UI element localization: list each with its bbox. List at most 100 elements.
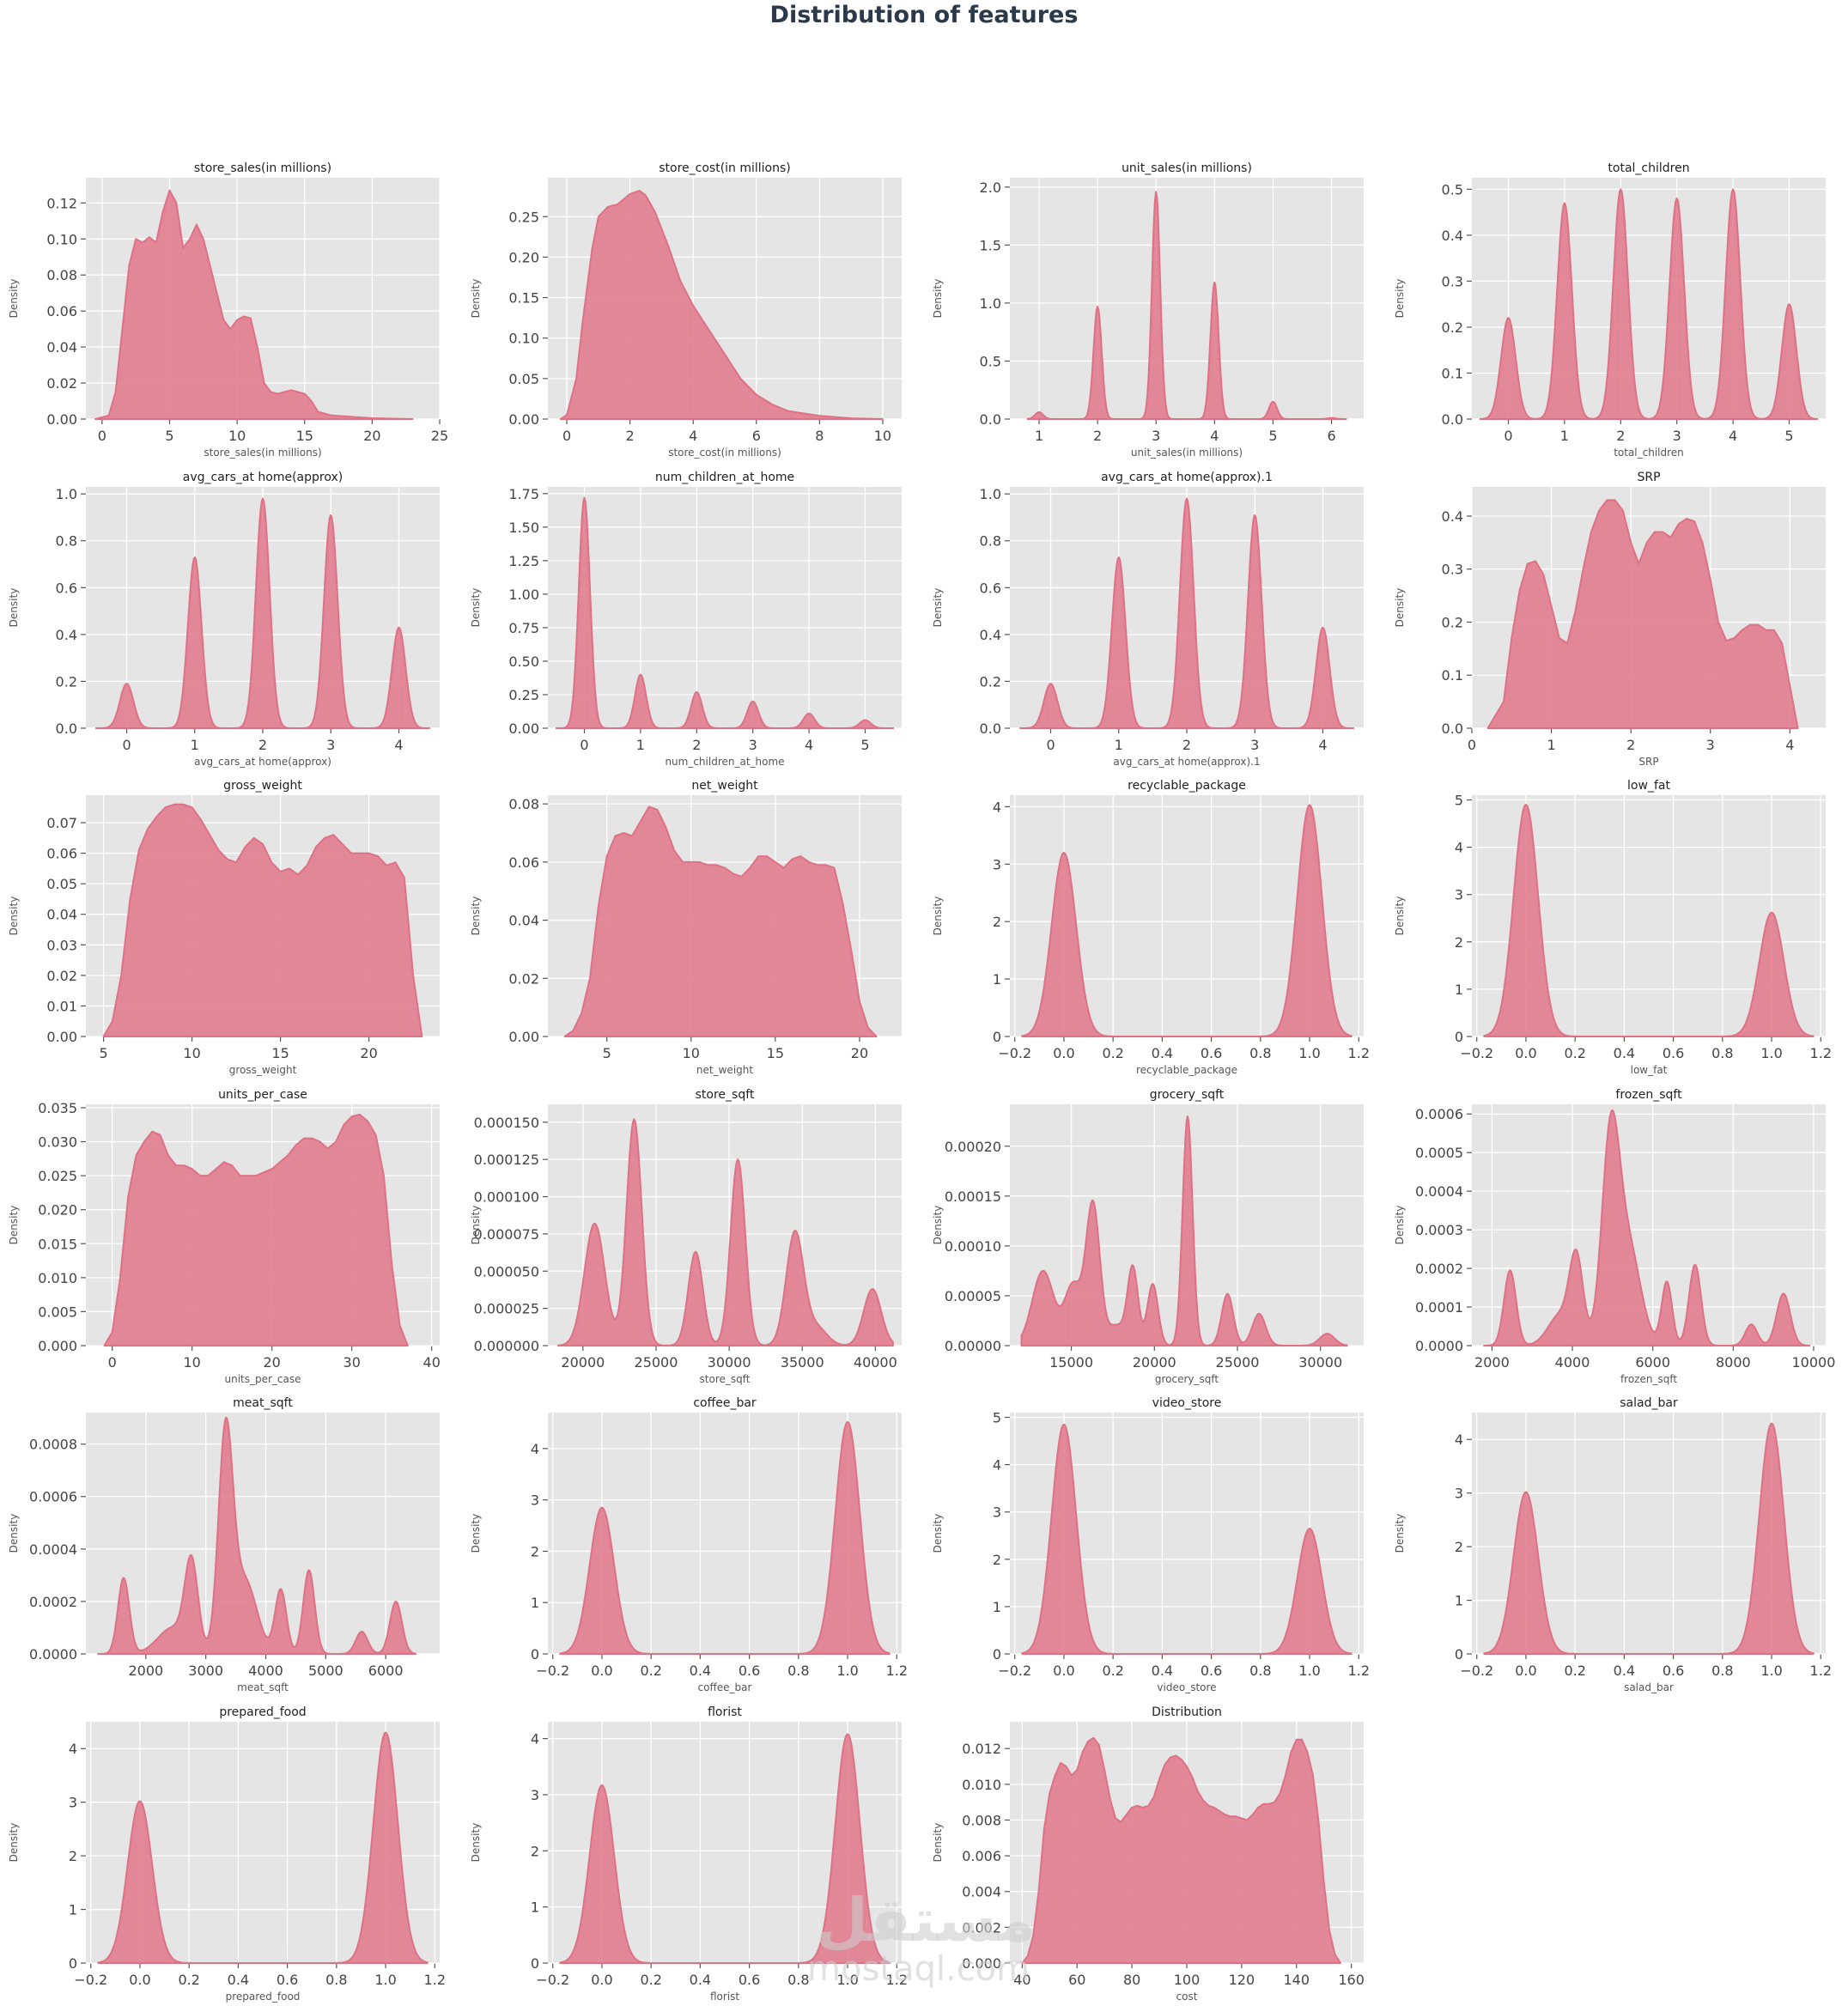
x-axis-label: gross_weight <box>229 1064 297 1076</box>
x-axis-label: avg_cars_at home(approx).1 <box>1113 756 1260 768</box>
x-tick-label: 5 <box>1784 428 1793 444</box>
y-axis-label: Density <box>932 1206 944 1245</box>
x-tick-label: 6 <box>1327 428 1335 444</box>
x-tick-label: 0.6 <box>739 1663 760 1679</box>
density-area <box>1483 1422 1815 1655</box>
x-tick-label: 0.2 <box>1102 1663 1123 1679</box>
x-tick-label: −0.2 <box>1460 1045 1493 1061</box>
x-tick-label: 0 <box>1468 737 1476 753</box>
x-tick-label: 3 <box>1673 428 1681 444</box>
chart-panel: 0 5 10 15 20 25 0.00 0.02 0.04 0.06 0.08 0.10 0.12 st… <box>8 161 448 459</box>
y-tick-label: 0.04 <box>508 913 539 929</box>
x-tick-label: −0.2 <box>74 1972 107 1988</box>
x-tick-label: 1 <box>1560 428 1569 444</box>
x-tick-label: 0.4 <box>690 1972 711 1988</box>
x-tick-label: 0.0 <box>591 1972 612 1988</box>
x-tick-label: 10 <box>183 1045 200 1061</box>
y-tick-label: 2 <box>1455 934 1463 951</box>
density-area <box>1483 804 1815 1037</box>
y-tick-label: 0.05 <box>508 371 539 387</box>
x-tick-label: 1.2 <box>1348 1045 1370 1061</box>
y-axis-label: Density <box>932 279 944 319</box>
x-tick-label: 0.8 <box>1711 1663 1733 1679</box>
density-area <box>1483 1109 1811 1346</box>
panel-title: gross_weight <box>223 779 302 793</box>
density-area <box>1026 191 1347 420</box>
x-tick-label: 0.2 <box>640 1972 661 1988</box>
y-tick-label: 1 <box>1455 1593 1463 1609</box>
x-tick-label: 2 <box>1093 428 1102 444</box>
y-axis-label: Density <box>470 1514 482 1553</box>
x-tick-label: 10000 <box>1792 1354 1836 1371</box>
x-tick-label: −0.2 <box>998 1045 1031 1061</box>
x-axis-label: salad_bar <box>1624 1681 1674 1693</box>
x-tick-label: 10 <box>184 1354 201 1371</box>
x-tick-label: −0.2 <box>536 1663 569 1679</box>
x-axis-label: units_per_case <box>224 1373 301 1385</box>
x-tick-label: 1 <box>191 737 199 753</box>
x-tick-label: 0.8 <box>787 1972 809 1988</box>
y-tick-label: 0.02 <box>46 968 77 984</box>
chart-panel: 15000 20000 25000 30000 0.00000 0.00005 0.0001… <box>932 1088 1364 1385</box>
y-axis-label: Density <box>470 279 482 319</box>
panel-title: coffee_bar <box>693 1396 757 1410</box>
x-axis-label: store_sales(in millions) <box>204 447 321 459</box>
x-tick-label: 80 <box>1123 1972 1140 1988</box>
x-tick-label: 8000 <box>1716 1354 1751 1371</box>
x-tick-label: 4 <box>1729 428 1737 444</box>
y-tick-label: 2 <box>993 914 1001 930</box>
x-tick-label: 4 <box>1210 428 1219 444</box>
density-area <box>94 497 431 729</box>
y-tick-label: 0.030 <box>38 1134 77 1151</box>
x-tick-label: 0.4 <box>228 1972 249 1988</box>
density-area <box>97 1731 429 1964</box>
chart-panel: −0.2 0.0 0.2 0.4 0.6 0.8 1.0 1.2 0 1 2 3 4 florist flo… <box>470 1705 908 2003</box>
density-area <box>559 1420 891 1655</box>
y-axis-label: Density <box>932 1514 944 1553</box>
panel-title: store_sales(in millions) <box>194 161 331 175</box>
panel-title: prepared_food <box>219 1705 306 1719</box>
panel-title: unit_sales(in millions) <box>1122 161 1252 175</box>
x-tick-label: 1.2 <box>1810 1045 1832 1061</box>
y-tick-label: 4 <box>1455 1432 1463 1448</box>
x-axis-label: low_fat <box>1631 1064 1668 1076</box>
x-tick-label: 2 <box>626 428 635 444</box>
x-tick-label: 0.6 <box>277 1972 298 1988</box>
panel-title: salad_bar <box>1620 1396 1678 1410</box>
y-tick-label: 0.03 <box>46 937 77 953</box>
panel-title: meat_sqft <box>233 1396 293 1410</box>
y-tick-label: 1.25 <box>508 553 539 569</box>
x-tick-label: 5 <box>100 1045 108 1061</box>
y-axis-label: Density <box>1394 1514 1406 1553</box>
x-tick-label: 6000 <box>1635 1354 1670 1371</box>
y-tick-label: 4 <box>1455 840 1463 856</box>
panel-title: florist <box>708 1705 742 1719</box>
chart-panel: 0 1 2 3 4 5 0.00 0.25 0.50 0.75 1.00 1.25 1.50 1.75 nu… <box>470 471 902 768</box>
x-tick-label: 4 <box>689 428 697 444</box>
x-axis-label: store_sqft <box>700 1373 751 1385</box>
x-tick-label: 5 <box>165 428 173 444</box>
y-tick-label: 0.010 <box>38 1270 77 1286</box>
x-tick-label: 0.2 <box>1102 1045 1123 1061</box>
x-tick-label: 0.2 <box>178 1972 199 1988</box>
y-tick-label: 0.02 <box>508 970 539 987</box>
y-tick-label: 1.5 <box>980 237 1001 253</box>
y-tick-label: 0.06 <box>46 303 77 319</box>
y-tick-label: 3 <box>69 1795 77 1811</box>
x-tick-label: 0.0 <box>1053 1663 1074 1679</box>
chart-panel: 0 2 4 6 8 10 0.00 0.05 0.10 0.15 0.20 0.25 store_cos… <box>470 161 902 459</box>
y-tick-label: 0.00 <box>508 720 539 737</box>
density-area <box>102 803 423 1037</box>
y-axis-label: Density <box>932 897 944 936</box>
y-tick-label: 0.0 <box>56 720 77 737</box>
x-tick-label: 4 <box>1318 737 1327 753</box>
y-tick-label: 0.025 <box>38 1168 77 1184</box>
x-tick-label: 3 <box>1706 737 1715 753</box>
y-tick-label: 0.0002 <box>1415 1261 1463 1277</box>
chart-panel: 0 1 2 3 4 50.00.10.20.30.40.5total_childrento… <box>1394 161 1826 459</box>
y-tick-label: 2.0 <box>980 179 1001 196</box>
y-tick-label: 0.1 <box>1442 365 1463 381</box>
y-axis-label: Density <box>8 897 20 936</box>
y-tick-label: 0.5 <box>1442 181 1463 198</box>
